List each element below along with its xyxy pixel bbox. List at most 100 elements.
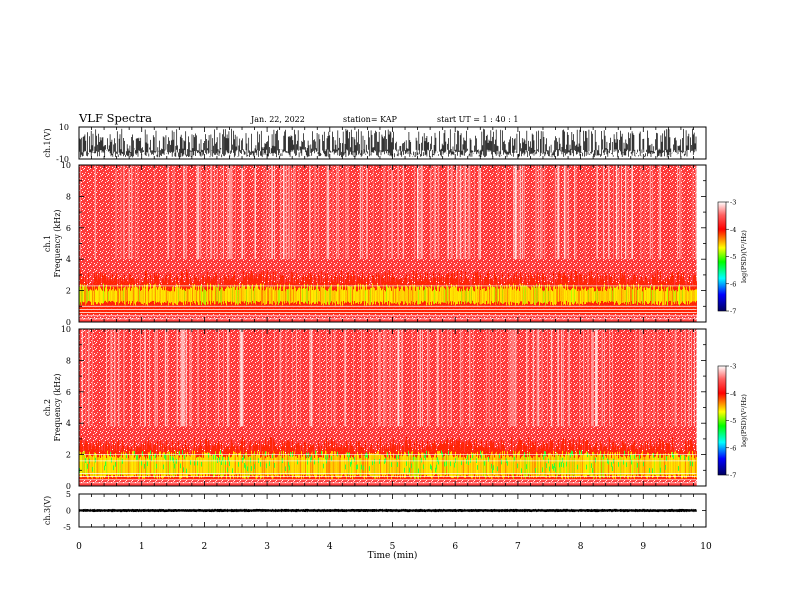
green-patch [501, 459, 502, 465]
band-core-column [117, 284, 118, 302]
band-core-column [126, 456, 127, 476]
band-core-column [544, 453, 545, 478]
band-core-column [401, 452, 402, 475]
spectral-streak [515, 165, 518, 260]
band-core-column [96, 288, 97, 305]
band-core-column [85, 454, 86, 476]
spectral-streak [514, 165, 516, 260]
band-core-column [287, 455, 288, 478]
band-core-column [578, 289, 579, 305]
spectral-streak [366, 165, 368, 260]
band-core-column [429, 453, 430, 477]
band-core-column [286, 288, 287, 303]
band-core-column [640, 458, 641, 475]
spectral-streak [333, 329, 335, 427]
band-core-column [667, 455, 668, 475]
green-patch [266, 463, 267, 469]
band-core-column [113, 286, 114, 302]
band-core-column [146, 456, 147, 477]
spectral-streak [609, 329, 611, 427]
green-patch [437, 457, 438, 462]
band-core-column [475, 284, 476, 304]
band-core-column [314, 290, 315, 304]
band-core-column [183, 455, 184, 478]
spectral-streak [527, 329, 529, 427]
green-patch [521, 468, 522, 474]
band-core-column [614, 452, 615, 478]
band-core-column [100, 287, 101, 305]
band-core-column [572, 287, 573, 305]
spectral-streak [155, 329, 157, 427]
band-core-column [312, 451, 313, 477]
green-patch [136, 455, 137, 460]
spectral-streak [422, 165, 423, 260]
band-core-column [615, 287, 616, 303]
band-core-column [474, 453, 475, 475]
spectral-streak [197, 329, 199, 427]
band-core-column [271, 287, 272, 305]
band-core-column [206, 453, 207, 477]
band-core-column [684, 287, 685, 305]
band-core-column [80, 283, 81, 303]
x-tick-label: 1 [139, 542, 145, 552]
x-tick-label: 9 [640, 542, 646, 552]
band-core-column [178, 451, 179, 476]
green-patch [197, 460, 198, 466]
band-core-column [492, 451, 493, 479]
band-core-column [445, 453, 446, 476]
spectral-streak [537, 329, 540, 427]
band-core-column [393, 453, 394, 477]
green-patch [652, 468, 653, 474]
band-core-column [469, 454, 470, 477]
y-tick-label: 4 [66, 255, 71, 264]
band-core-column [101, 453, 102, 478]
green-patch [134, 450, 135, 456]
band-core-column [491, 287, 492, 302]
spectral-streak [223, 329, 224, 427]
band-core-column [621, 287, 622, 303]
band-core-column [537, 287, 538, 302]
band-core-column [226, 287, 227, 306]
band-core-column [217, 456, 218, 475]
green-patch [156, 463, 157, 469]
band-core-column [511, 456, 512, 476]
band-core-column [420, 285, 421, 304]
x-tick-label: 10 [700, 542, 712, 552]
band-core-column [449, 289, 450, 303]
band-core-column [477, 451, 478, 478]
band-core-column [679, 457, 680, 476]
band-core-column [641, 452, 642, 479]
ch1-trace [79, 128, 697, 158]
green-patch [408, 451, 409, 457]
band-core-column [295, 287, 296, 303]
band-core-column [593, 287, 594, 304]
channel-label: ch.1 [43, 235, 52, 252]
band-core-column [143, 287, 144, 305]
band-core-column [478, 458, 479, 476]
band-core-column [370, 453, 371, 476]
spectral-streak [592, 329, 594, 427]
band-core-column [615, 452, 616, 479]
band-core-column [597, 288, 598, 304]
band-core-column [275, 290, 276, 306]
band-core-column [193, 285, 194, 302]
band-core-column [641, 285, 642, 302]
green-patch [365, 453, 366, 459]
band-core-column [488, 456, 489, 477]
band-core-column [310, 456, 311, 478]
band-core-column [124, 454, 125, 477]
band-core-column [254, 287, 255, 303]
spectral-streak [167, 165, 169, 260]
band-core-column [504, 451, 505, 478]
green-patch [421, 457, 422, 463]
band-core-column [532, 458, 533, 477]
green-patch [350, 461, 351, 467]
band-core-column [451, 284, 452, 305]
band-core-column [533, 284, 534, 303]
spectral-streak [677, 165, 678, 260]
band-core-column [319, 456, 320, 479]
band-core-column [383, 454, 384, 476]
band-core-column [350, 286, 351, 303]
band-core-column [490, 284, 491, 305]
band-core-column [380, 287, 381, 302]
